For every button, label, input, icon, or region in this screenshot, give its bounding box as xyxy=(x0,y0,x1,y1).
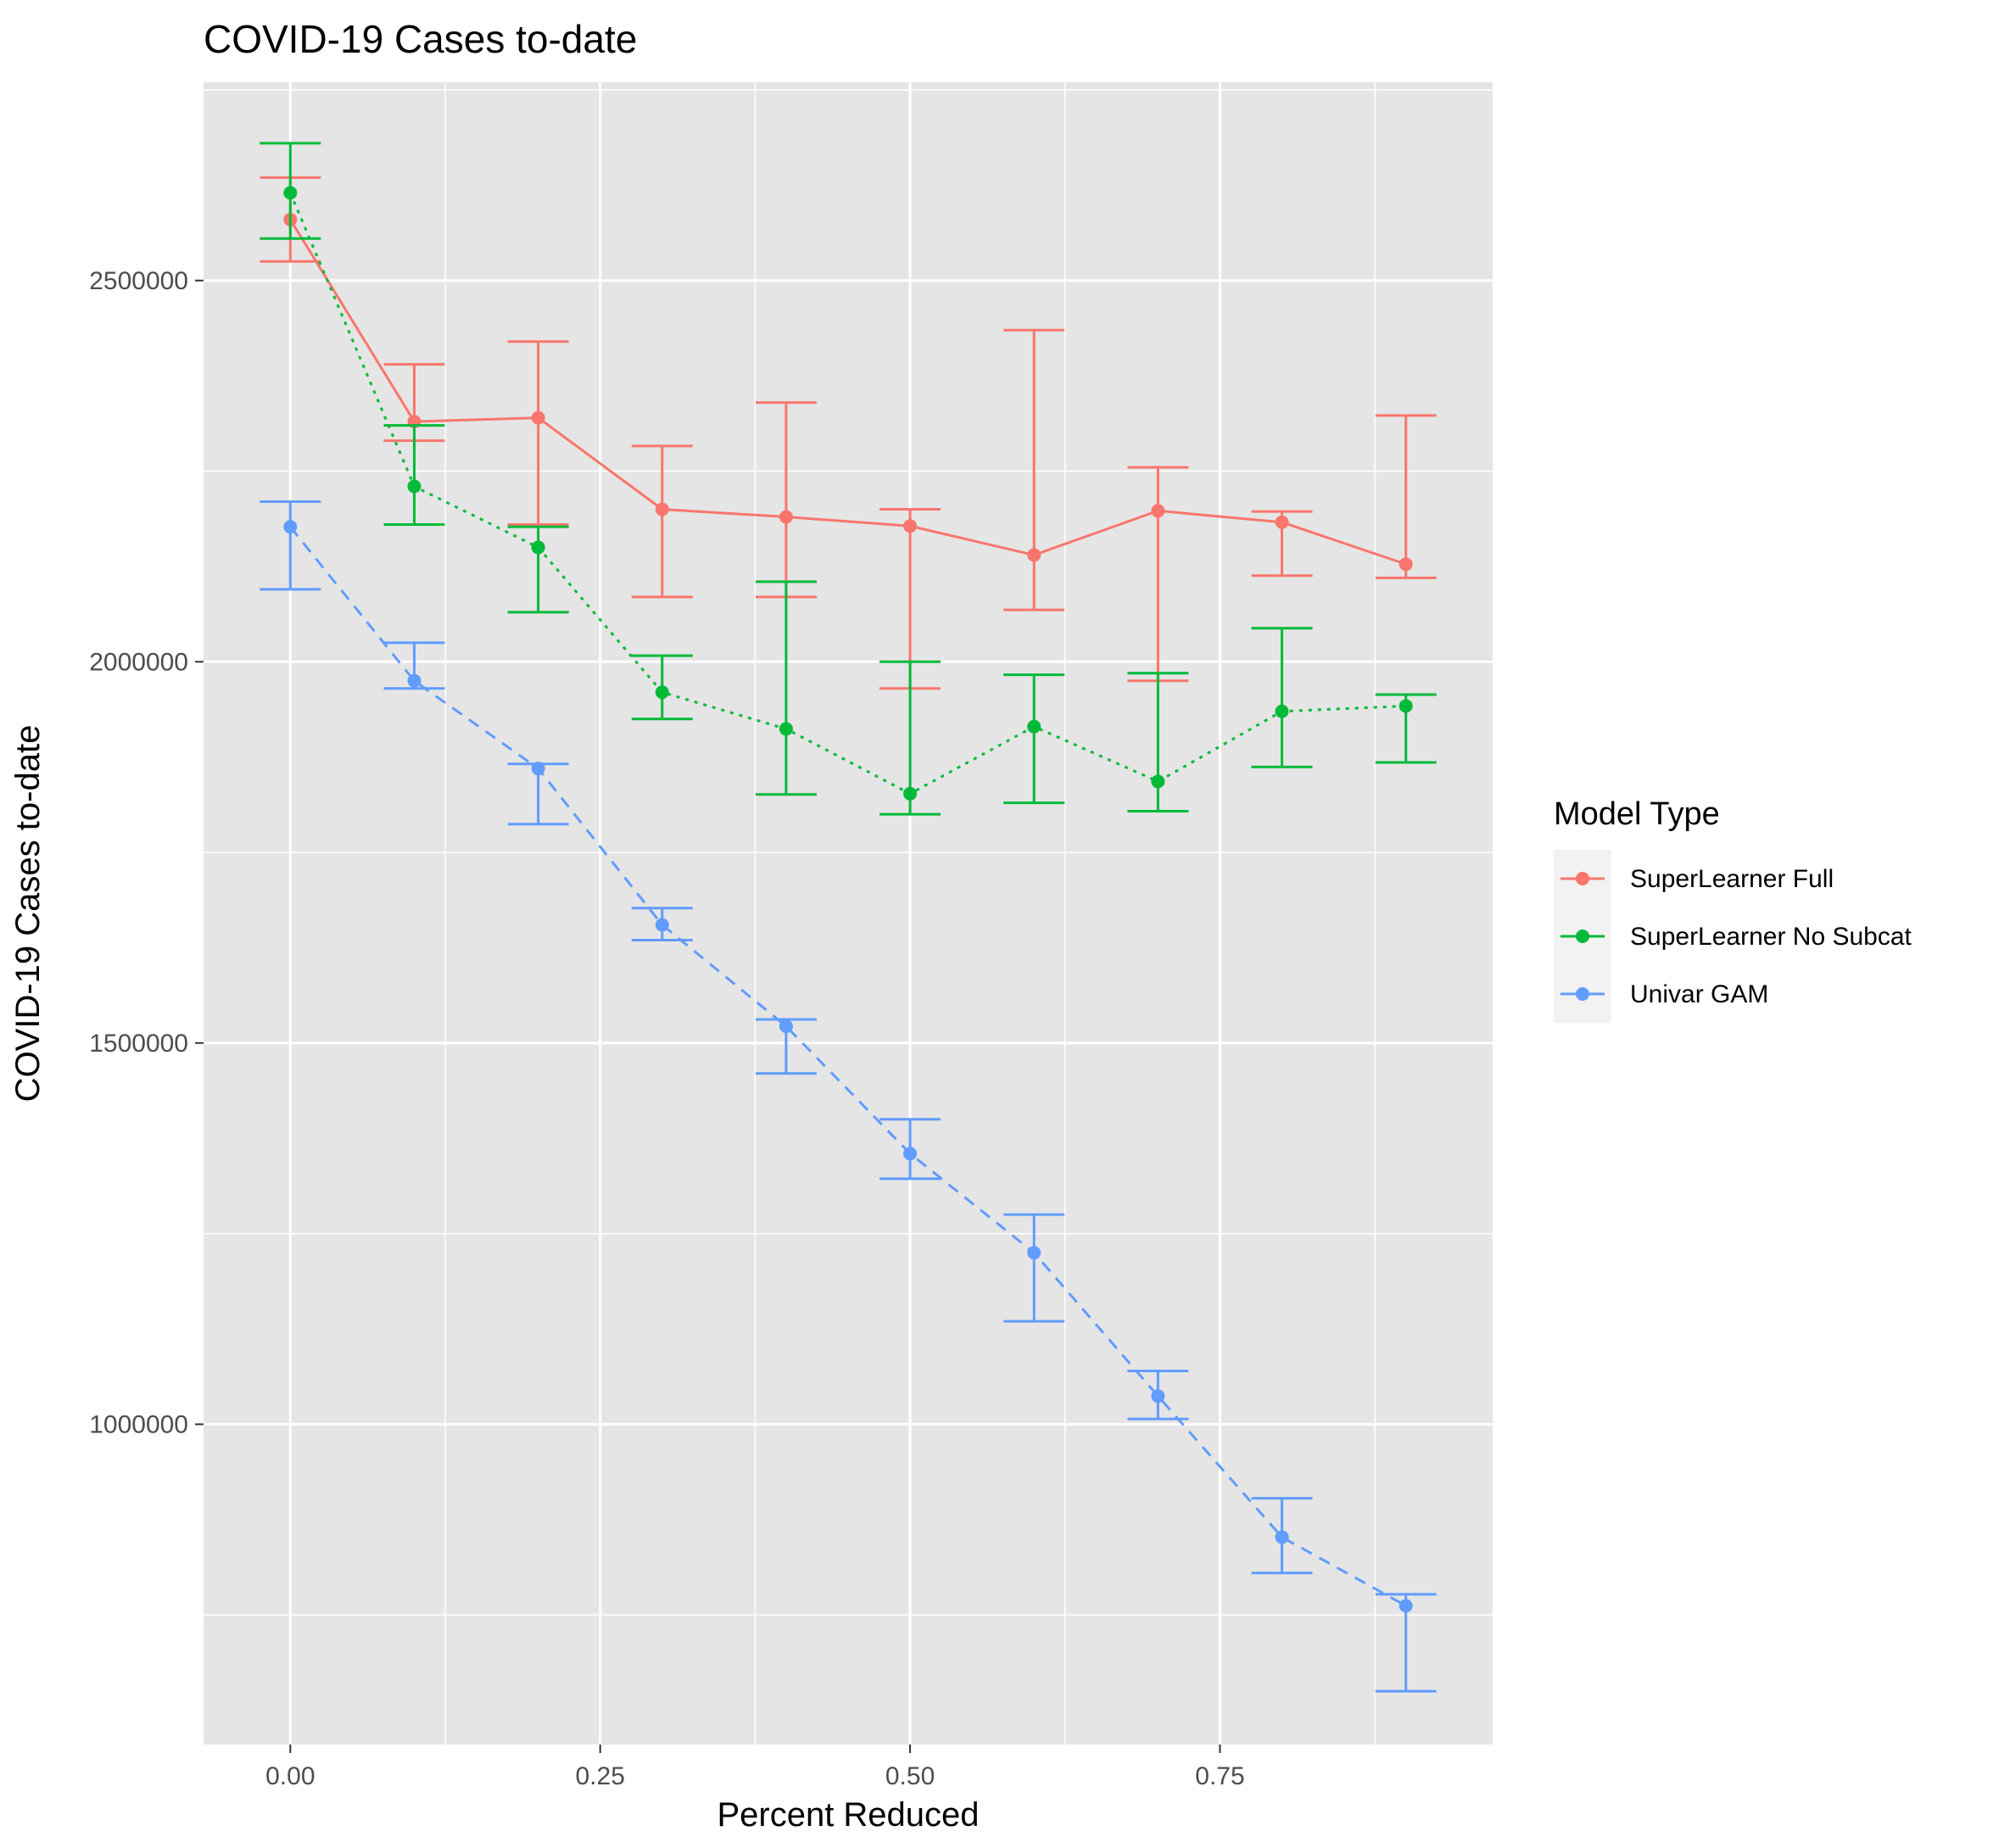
series-superlearner-no-subcat xyxy=(260,142,1437,816)
data-point xyxy=(1399,699,1413,713)
legend-label: SuperLearner Full xyxy=(1630,865,1834,893)
chart-title: COVID-19 Cases to-date xyxy=(204,17,637,61)
data-point xyxy=(1399,1599,1413,1613)
series-line xyxy=(289,219,1407,566)
x-tick-label: 0.00 xyxy=(265,1762,315,1790)
series-layer xyxy=(260,142,1437,1693)
legend: Model Type SuperLearner Full SuperLearner… xyxy=(1554,796,1912,1023)
data-point xyxy=(779,510,793,524)
legend-title: Model Type xyxy=(1554,796,1720,832)
y-axis: 1000000 1500000 2000000 2500000 xyxy=(89,267,204,1438)
data-point xyxy=(903,786,918,801)
data-point xyxy=(1027,548,1041,562)
data-point xyxy=(283,520,298,534)
series-line xyxy=(289,526,1407,1607)
data-point xyxy=(1151,774,1165,789)
data-point xyxy=(1151,504,1165,518)
legend-label: SuperLearner No Subcat xyxy=(1630,923,1912,951)
x-tick-label: 0.25 xyxy=(575,1762,624,1790)
data-point xyxy=(1027,1246,1041,1260)
data-point xyxy=(779,1019,793,1034)
y-axis-title: COVID-19 Cases to-date xyxy=(9,725,47,1103)
data-point xyxy=(1275,704,1289,718)
series-superlearner-full xyxy=(260,176,1437,690)
data-point xyxy=(1151,1389,1165,1404)
x-axis: 0.00 0.25 0.50 0.75 xyxy=(265,1745,1245,1790)
legend-key-point xyxy=(1576,987,1589,1001)
series-univar-gam xyxy=(260,500,1437,1693)
legend-key-point xyxy=(1576,930,1589,943)
data-point xyxy=(1275,515,1289,529)
x-tick-label: 0.50 xyxy=(885,1762,935,1790)
data-point xyxy=(903,1147,918,1161)
data-point xyxy=(655,685,669,700)
data-point xyxy=(655,502,669,516)
y-tick-label: 1500000 xyxy=(89,1030,188,1058)
y-tick-label: 2500000 xyxy=(89,267,188,295)
data-point xyxy=(655,918,669,932)
data-point xyxy=(531,410,545,425)
data-point xyxy=(779,722,793,736)
legend-item: Univar GAM xyxy=(1554,965,1768,1023)
data-point xyxy=(1027,719,1041,734)
data-point xyxy=(1399,557,1413,572)
legend-label: Univar GAM xyxy=(1630,980,1768,1008)
legend-item: SuperLearner No Subcat xyxy=(1554,907,1912,965)
x-axis-title: Percent Reduced xyxy=(717,1796,979,1834)
data-point xyxy=(283,186,298,200)
data-point xyxy=(531,540,545,555)
data-point xyxy=(1275,1530,1289,1544)
y-tick-label: 2000000 xyxy=(89,648,188,676)
y-tick-label: 1000000 xyxy=(89,1410,188,1438)
legend-item: SuperLearner Full xyxy=(1554,850,1834,907)
plot-panel xyxy=(204,82,1493,1745)
data-point xyxy=(531,762,545,776)
x-tick-label: 0.75 xyxy=(1195,1762,1244,1790)
legend-key-point xyxy=(1576,872,1589,885)
data-point xyxy=(407,673,422,688)
data-point xyxy=(407,479,422,494)
data-point xyxy=(903,519,918,533)
